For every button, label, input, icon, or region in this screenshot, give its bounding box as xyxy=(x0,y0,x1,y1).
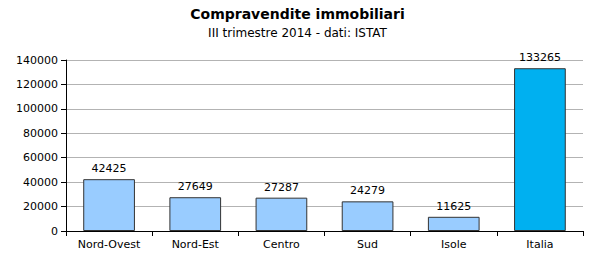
svg-text:24279: 24279 xyxy=(350,184,385,197)
svg-text:III trimestre 2014 - dati: IST: III trimestre 2014 - dati: ISTAT xyxy=(208,26,387,40)
svg-text:Compravendite immobiliari: Compravendite immobiliari xyxy=(190,6,404,22)
svg-text:Centro: Centro xyxy=(263,238,300,251)
svg-text:120000: 120000 xyxy=(16,78,58,91)
svg-text:60000: 60000 xyxy=(23,151,58,164)
svg-text:0: 0 xyxy=(51,225,58,238)
svg-text:140000: 140000 xyxy=(16,54,58,67)
svg-text:Italia: Italia xyxy=(526,238,553,251)
svg-text:27287: 27287 xyxy=(264,181,299,194)
svg-text:80000: 80000 xyxy=(23,127,58,140)
svg-text:Nord-Est: Nord-Est xyxy=(172,238,220,251)
svg-text:11625: 11625 xyxy=(436,200,471,213)
svg-text:100000: 100000 xyxy=(16,102,58,115)
svg-text:Isole: Isole xyxy=(441,238,467,251)
svg-text:40000: 40000 xyxy=(23,176,58,189)
svg-text:42425: 42425 xyxy=(92,162,127,175)
svg-text:Sud: Sud xyxy=(357,238,378,251)
svg-text:133265: 133265 xyxy=(519,51,561,64)
svg-text:20000: 20000 xyxy=(23,200,58,213)
svg-text:Nord-Ovest: Nord-Ovest xyxy=(78,238,141,251)
svg-text:27649: 27649 xyxy=(178,180,213,193)
